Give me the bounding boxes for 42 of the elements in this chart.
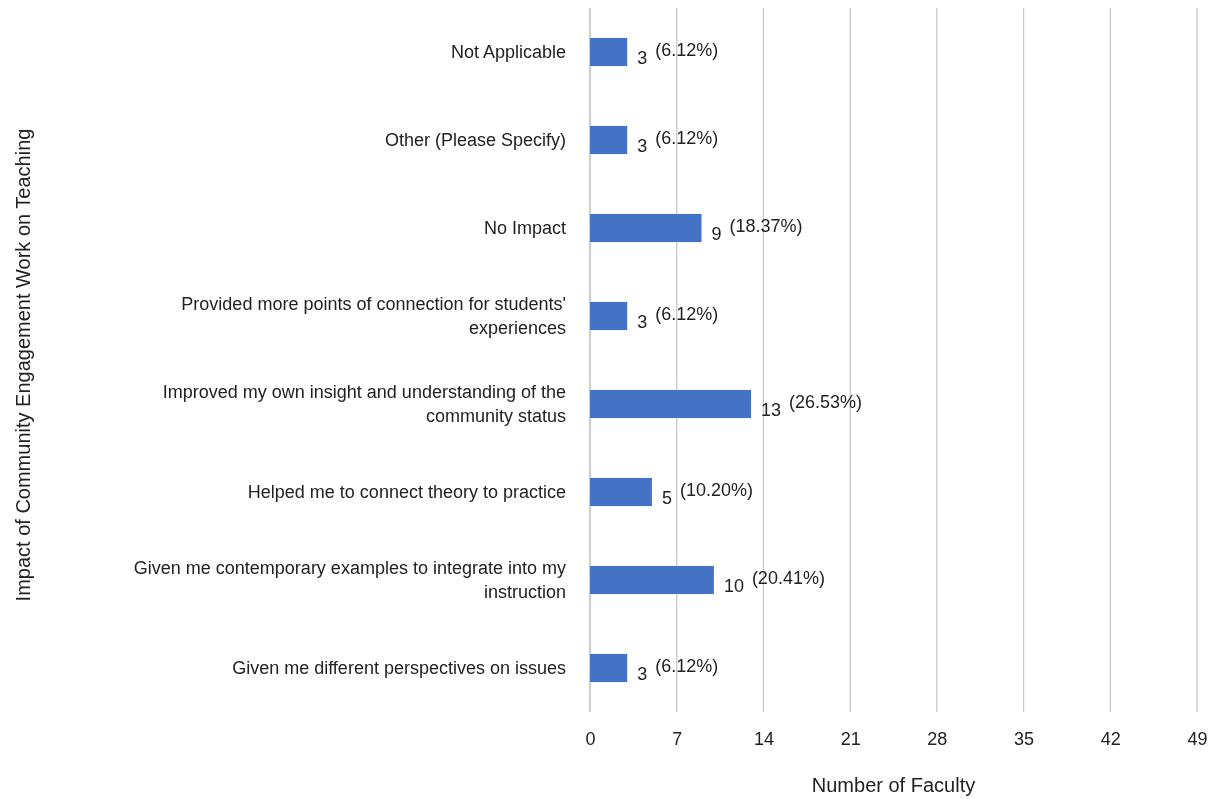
data-label: 13 xyxy=(761,400,782,420)
data-label: 3 xyxy=(637,664,648,684)
annotation: (10.20%) xyxy=(679,480,753,500)
annotation: (6.12%) xyxy=(655,128,719,148)
x-axis-title: Number of Faculty xyxy=(811,774,976,796)
y-tick-label: Not Applicable xyxy=(450,42,566,62)
bar xyxy=(590,653,628,683)
data-label: 3 xyxy=(637,312,648,332)
bar xyxy=(590,125,628,155)
data-label: 5 xyxy=(661,488,672,508)
x-tick-label: 0 xyxy=(585,728,596,749)
data-label: 9 xyxy=(711,224,722,244)
y-tick-label: Helped me to connect theory to practice xyxy=(247,482,566,502)
annotation: (18.37%) xyxy=(729,216,803,236)
x-tick-label: 7 xyxy=(672,728,683,749)
y-tick-label: Provided more points of connection for students' experiences xyxy=(181,294,566,338)
x-tick-label: 28 xyxy=(927,728,948,749)
x-tick-label: 42 xyxy=(1100,728,1121,749)
y-tick-label: Given me contemporary examples to integrate into my instruction xyxy=(133,558,566,602)
data-label: 10 xyxy=(723,576,744,596)
bar xyxy=(590,37,628,67)
x-tick-label: 14 xyxy=(753,728,774,749)
y-tick-label: Given me different perspectives on issues xyxy=(232,658,566,678)
y-tick-label: Other (Please Specify) xyxy=(384,130,566,150)
data-label: 3 xyxy=(637,48,648,68)
bar xyxy=(590,389,752,419)
x-tick-label: 35 xyxy=(1014,728,1035,749)
annotation: (20.41%) xyxy=(751,568,825,588)
data-label: 3 xyxy=(637,136,648,156)
x-tick-label: 49 xyxy=(1187,728,1208,749)
bar xyxy=(590,301,628,331)
bar xyxy=(590,213,702,243)
y-tick-label: No Impact xyxy=(483,218,566,238)
annotation: (6.12%) xyxy=(655,304,719,324)
y-axis-title: Impact of Community Engagement Work on Teaching xyxy=(12,128,34,602)
bar xyxy=(590,565,714,595)
y-tick-label: Improved my own insight and understanding of the community status xyxy=(162,382,566,426)
bar xyxy=(590,477,652,507)
annotation: (6.12%) xyxy=(655,40,719,60)
annotation: (26.53%) xyxy=(789,392,863,412)
annotation: (6.12%) xyxy=(655,656,719,676)
x-tick-label: 21 xyxy=(840,728,861,749)
